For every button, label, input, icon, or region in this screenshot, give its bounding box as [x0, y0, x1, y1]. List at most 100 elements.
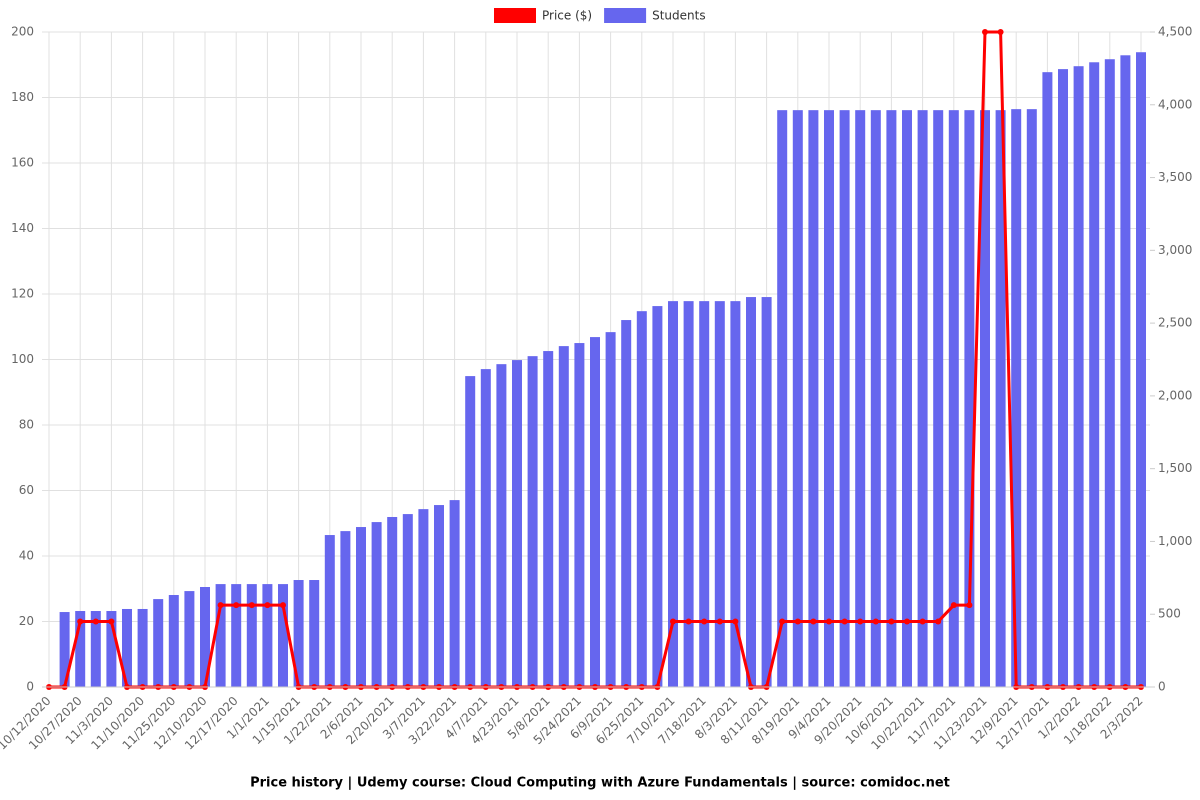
bar — [714, 301, 725, 687]
bar — [293, 580, 304, 687]
bar — [777, 110, 788, 687]
bar — [246, 584, 257, 687]
y-tick-label: 100 — [11, 352, 34, 366]
price-point — [685, 618, 692, 625]
bar — [527, 356, 538, 687]
legend-swatch — [494, 8, 536, 23]
bar — [590, 337, 600, 687]
y-tick-label: 120 — [11, 287, 34, 301]
price-point — [280, 602, 286, 609]
bar — [184, 591, 195, 687]
bar — [75, 611, 86, 687]
bar — [1073, 66, 1084, 687]
bar — [683, 301, 694, 687]
y2-tick-label: 0 — [1158, 680, 1166, 694]
bar — [200, 587, 210, 687]
bar — [1026, 109, 1037, 687]
price-point — [966, 602, 973, 609]
bar — [356, 527, 366, 687]
bar — [1089, 62, 1100, 687]
y-tick-label: 80 — [19, 418, 34, 432]
bar — [964, 110, 975, 687]
bar — [730, 301, 741, 687]
bar — [106, 611, 117, 687]
bar — [122, 608, 132, 687]
price-point — [857, 618, 864, 625]
legend-label: Students — [652, 9, 706, 23]
bar — [933, 110, 944, 687]
price-point — [794, 618, 801, 625]
y-tick-label: 160 — [11, 156, 34, 170]
y2-tick-label: 4,500 — [1158, 25, 1192, 39]
y-tick-label: 200 — [11, 25, 34, 39]
bar — [995, 110, 1006, 687]
y-tick-label: 20 — [19, 614, 34, 628]
y2-tick-label: 4,000 — [1158, 97, 1192, 111]
y-tick-label: 0 — [26, 680, 34, 694]
y2-tick-label: 2,000 — [1158, 388, 1192, 402]
bar — [1042, 72, 1053, 687]
bar — [231, 584, 242, 687]
price-point — [950, 602, 957, 609]
price-point — [701, 618, 708, 625]
price-point — [92, 618, 99, 625]
bar — [824, 110, 834, 687]
y2-tick-label: 3,500 — [1158, 170, 1192, 184]
bar — [761, 297, 772, 687]
bar — [855, 110, 866, 687]
bar — [902, 110, 912, 687]
price-point — [935, 618, 942, 625]
y2-tick-label: 1,500 — [1158, 461, 1192, 475]
price-point — [841, 618, 848, 625]
price-point — [997, 29, 1004, 36]
bar — [1058, 69, 1068, 687]
bar — [543, 351, 554, 687]
bar — [917, 110, 928, 687]
bar — [465, 376, 476, 687]
bar — [699, 301, 710, 687]
price-point — [217, 602, 224, 609]
y2-tick-label: 2,500 — [1158, 316, 1192, 330]
bar — [153, 599, 164, 687]
bar — [402, 514, 413, 687]
price-point — [233, 602, 240, 609]
price-point — [872, 618, 879, 625]
legend-swatch — [604, 8, 647, 23]
price-point — [982, 29, 988, 36]
price-point — [904, 618, 910, 625]
price-point — [264, 602, 271, 609]
price-point — [77, 618, 84, 625]
bar — [808, 110, 819, 687]
price-point — [779, 618, 786, 625]
bar — [59, 612, 70, 687]
bar — [1104, 59, 1115, 688]
y2-tick-label: 500 — [1158, 607, 1181, 621]
bar — [371, 522, 382, 687]
y-tick-label: 180 — [11, 90, 34, 104]
price-point — [716, 618, 723, 625]
legend-label: Price ($) — [542, 9, 592, 23]
bar — [1011, 109, 1022, 687]
bar — [512, 360, 522, 687]
bar — [1120, 55, 1131, 688]
price-point — [732, 618, 739, 625]
bar — [449, 500, 460, 687]
bar — [668, 301, 678, 687]
bar — [605, 332, 616, 687]
bar — [340, 531, 351, 687]
bar — [870, 110, 881, 687]
price-point — [919, 618, 926, 625]
bar — [387, 516, 398, 687]
bar — [215, 584, 226, 687]
bar — [621, 320, 632, 687]
bar — [652, 306, 663, 687]
y-tick-label: 40 — [19, 549, 34, 563]
bar — [574, 343, 585, 687]
y2-tick-label: 1,000 — [1158, 534, 1192, 548]
price-point — [108, 618, 115, 625]
bar — [434, 505, 444, 687]
y2-tick-label: 3,000 — [1158, 243, 1192, 257]
bar — [496, 364, 507, 687]
bar — [980, 110, 990, 687]
